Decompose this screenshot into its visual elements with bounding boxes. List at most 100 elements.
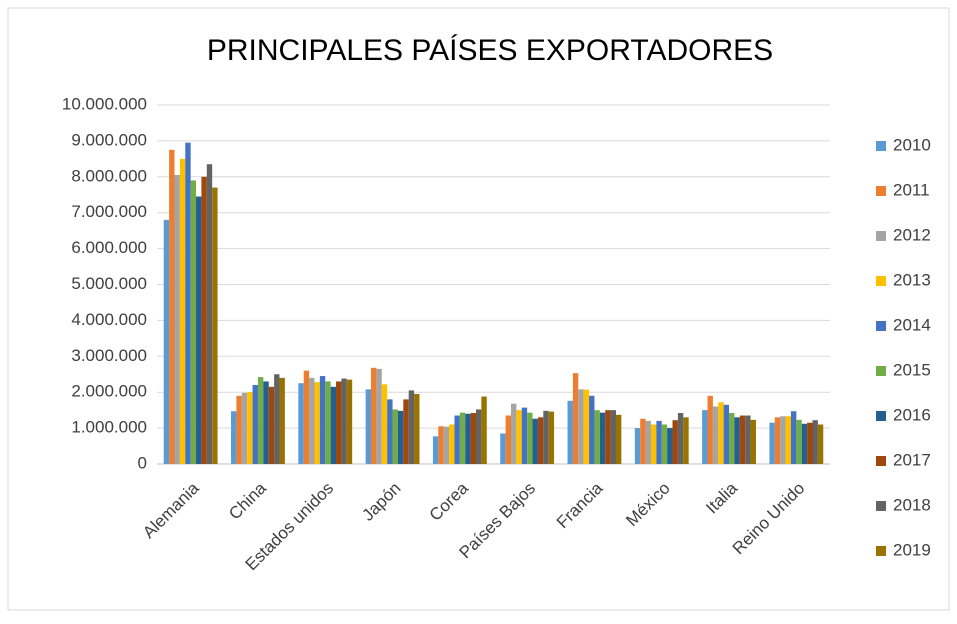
legend-swatch: [876, 321, 886, 331]
bar: [572, 373, 579, 464]
bar: [677, 413, 684, 464]
bar: [667, 428, 673, 464]
bar: [481, 396, 487, 464]
bar: [790, 411, 797, 464]
bar: [599, 412, 606, 464]
bar: [303, 370, 310, 464]
bar: [750, 419, 756, 464]
bar: [201, 176, 207, 465]
legend-label: 2018: [893, 495, 931, 514]
bar: [796, 419, 802, 464]
bar: [734, 417, 740, 464]
bar: [465, 413, 471, 464]
bar: [745, 415, 751, 464]
bar: [319, 376, 326, 464]
bar: [174, 175, 180, 464]
bar: [640, 418, 646, 464]
y-tick-label: 0: [138, 453, 147, 472]
y-tick-label: 9.000.000: [71, 130, 147, 149]
legend-label: 2012: [893, 225, 931, 244]
legend-label: 2013: [893, 270, 931, 289]
y-tick-label: 4.000.000: [71, 310, 147, 329]
bar: [589, 395, 595, 464]
bar: [683, 417, 689, 464]
legend-label: 2010: [893, 135, 931, 154]
bar: [341, 378, 347, 464]
bar: [510, 403, 517, 464]
y-tick-label: 10.000.000: [62, 94, 147, 113]
bar: [739, 415, 746, 464]
legend-swatch: [876, 141, 886, 151]
legend-swatch: [876, 546, 886, 556]
legend-swatch: [876, 366, 886, 376]
y-tick-label: 6.000.000: [71, 238, 147, 257]
bar: [309, 377, 315, 464]
bar: [707, 395, 713, 464]
bar: [314, 382, 320, 464]
bar: [432, 436, 439, 464]
bar: [196, 196, 202, 465]
legend-swatch: [876, 411, 886, 421]
bar: [252, 385, 258, 464]
bar: [537, 417, 544, 464]
bar: [650, 424, 657, 464]
bar: [190, 180, 197, 464]
bar: [476, 409, 482, 464]
bar: [263, 381, 269, 464]
bar: [330, 386, 337, 464]
bar: [438, 426, 444, 464]
legend-swatch: [876, 276, 886, 286]
legend-label: 2015: [893, 360, 931, 379]
bar: [702, 410, 708, 464]
bar: [414, 393, 420, 464]
bar: [392, 409, 398, 464]
bar: [774, 417, 781, 464]
bar: [387, 399, 393, 464]
bar: [408, 390, 415, 464]
bar: [583, 389, 590, 464]
bar: [817, 424, 824, 464]
y-tick-label: 1.000.000: [71, 418, 147, 437]
bar: [279, 377, 285, 464]
bar: [527, 412, 533, 464]
bar: [712, 406, 719, 464]
bar: [185, 142, 191, 464]
bar: [371, 367, 377, 464]
bar: [274, 374, 280, 464]
bar: [807, 422, 813, 464]
legend-label: 2016: [893, 405, 931, 424]
bar: [769, 422, 775, 464]
bar: [169, 149, 175, 464]
legend-label: 2017: [893, 450, 931, 469]
bar: [454, 415, 460, 464]
bar: [241, 392, 248, 464]
bar: [645, 420, 651, 464]
bar: [605, 410, 611, 464]
bar: [543, 410, 549, 464]
legend-label: 2011: [893, 180, 930, 199]
y-tick-label: 8.000.000: [71, 166, 147, 185]
bar: [236, 395, 242, 464]
bar: [470, 413, 477, 464]
bar: [615, 414, 622, 464]
bar: [634, 428, 641, 464]
legend-label: 2019: [893, 540, 931, 559]
bar: [459, 412, 466, 464]
bar: [723, 404, 730, 464]
bar: [505, 415, 511, 464]
bar: [801, 423, 808, 464]
bar: [206, 164, 213, 465]
bar: [325, 381, 331, 464]
bar: [231, 411, 237, 464]
bar: [516, 410, 522, 464]
bar: [548, 411, 555, 464]
y-tick-label: 5.000.000: [71, 274, 147, 293]
bar: [567, 400, 573, 464]
bar: [346, 379, 353, 464]
y-tick-label: 7.000.000: [71, 202, 147, 221]
bar: [443, 426, 450, 464]
bar: [298, 383, 304, 464]
bar: [672, 420, 678, 464]
bar: [179, 158, 186, 464]
